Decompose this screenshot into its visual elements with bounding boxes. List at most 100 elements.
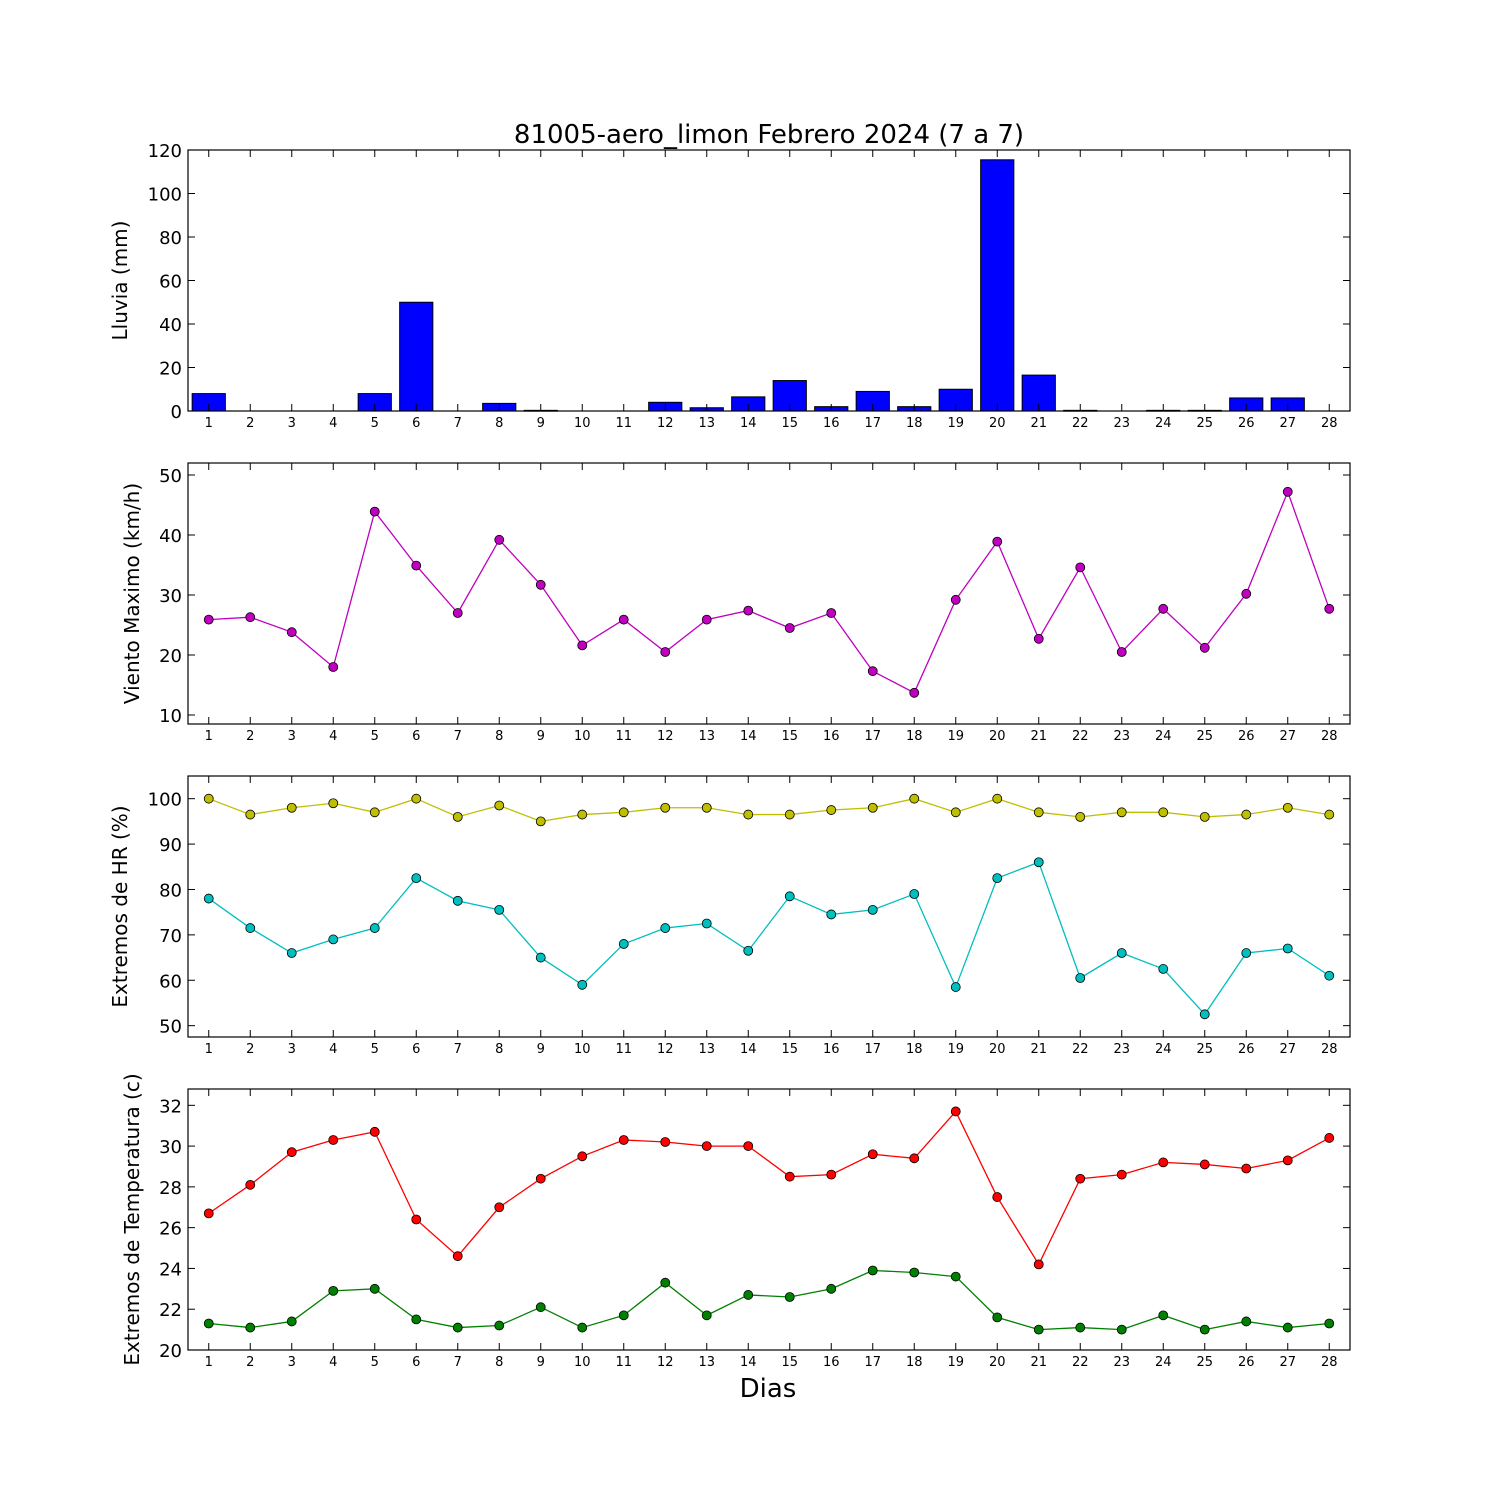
humidity-series-1-point-22 [1075, 811, 1086, 822]
wind-series-1-line [208, 489, 1330, 694]
plot-frame [187, 775, 1351, 1038]
y-axis-label: Extremos de Temperatura (c) [120, 1073, 144, 1365]
humidity-series-2-point-12 [660, 923, 671, 933]
temperature-series-2-point-16 [826, 1283, 837, 1294]
humidity-series-2-point-19 [950, 982, 961, 992]
temperature-series-2-point-9 [535, 1302, 546, 1313]
x-tick-label: 2 [246, 729, 254, 744]
wind-series-1-point-20 [992, 536, 1003, 547]
humidity-series-2-point-5 [369, 923, 380, 933]
temperature-series-2-point-12 [660, 1277, 671, 1288]
humidity-series-1-point-17 [867, 802, 878, 813]
y-axis-label: Viento Maximo (km/h) [120, 483, 144, 704]
y-tick-label: 24 [159, 1259, 182, 1280]
wind-series-1-point-7 [452, 608, 463, 618]
x-tick-label: 24 [1155, 1355, 1172, 1370]
y-tick-label: 28 [159, 1178, 182, 1199]
x-tick-label: 3 [288, 1042, 296, 1057]
x-tick-label: 11 [615, 416, 632, 431]
temperature-series-2-point-2 [245, 1322, 256, 1333]
wind-series-1-point-12 [660, 647, 671, 657]
x-tick-label: 15 [781, 1355, 798, 1370]
y-tick-label: 90 [159, 835, 182, 856]
temperature-series-2-point-8 [494, 1320, 505, 1331]
wind-series-1-point-28 [1324, 603, 1335, 614]
x-tick-label: 16 [823, 1042, 840, 1057]
wind-series-1-point-23 [1116, 647, 1127, 657]
humidity-series-1-point-6 [411, 793, 422, 804]
temperature-series-2-point-21 [1033, 1324, 1044, 1335]
x-tick-label: 24 [1155, 1042, 1172, 1057]
x-tick-label: 28 [1321, 416, 1338, 431]
temperature-series-1-point-14 [743, 1141, 754, 1151]
x-tick-label: 7 [454, 1042, 462, 1057]
humidity-series-2-point-15 [784, 891, 795, 902]
humidity-series-2-point-22 [1075, 973, 1086, 983]
x-tick-label: 27 [1279, 416, 1296, 431]
humidity-series-1-point-26 [1241, 809, 1252, 820]
wind-series-1-point-21 [1033, 633, 1044, 644]
temperature-series-2-point-18 [909, 1267, 920, 1278]
wind-series-1-point-1 [203, 614, 214, 625]
temperature-series-1-point-20 [992, 1192, 1003, 1202]
x-tick-label: 22 [1072, 1042, 1089, 1057]
humidity-series-1-point-7 [452, 811, 463, 822]
x-tick-label: 23 [1113, 416, 1130, 431]
x-tick-label: 21 [1030, 416, 1047, 431]
x-tick-label: 15 [781, 416, 798, 431]
temperature-series-2-line [208, 1269, 1330, 1331]
y-tick-label: 60 [159, 971, 182, 992]
humidity-series-2-point-27 [1282, 943, 1293, 954]
wind-series-1-point-9 [535, 579, 546, 590]
temperature-series-1-point-23 [1116, 1169, 1127, 1180]
x-tick-label: 10 [574, 1042, 591, 1057]
x-tick-label: 18 [906, 416, 923, 431]
wind-series-1-point-16 [826, 608, 837, 618]
x-tick-label: 5 [371, 1355, 379, 1370]
humidity-series-2-line [208, 861, 1330, 1016]
humidity-series-2-point-28 [1324, 970, 1335, 981]
x-tick-label: 17 [864, 1355, 881, 1370]
temperature-series-1-point-11 [618, 1135, 629, 1145]
humidity-series-2-point-9 [535, 952, 546, 963]
humidity-series-1-point-10 [577, 809, 588, 820]
humidity-series-2-point-24 [1158, 964, 1169, 974]
temperature-series-2-point-11 [618, 1310, 629, 1321]
temperature-series-1-point-26 [1241, 1163, 1252, 1174]
humidity-series-2-point-26 [1241, 948, 1252, 958]
humidity-series-1-point-27 [1282, 802, 1293, 813]
wind-series-1-point-8 [494, 534, 505, 545]
bar-day-20 [980, 159, 1015, 412]
temperature-series-1-point-28 [1324, 1133, 1335, 1143]
x-tick-label: 6 [412, 1355, 420, 1370]
wind-series-1-point-11 [618, 614, 629, 625]
humidity-series-1-point-21 [1033, 807, 1044, 818]
temperature-series-2-point-17 [867, 1265, 878, 1276]
humidity-series-1-point-24 [1158, 807, 1169, 818]
humidity-series-1-point-4 [328, 798, 339, 809]
temperature-series-2-point-28 [1324, 1318, 1335, 1329]
temperature-series-2-point-7 [452, 1322, 463, 1333]
x-tick-label: 9 [537, 1042, 545, 1057]
temperature-series-2-point-14 [743, 1290, 754, 1300]
x-tick-label: 3 [288, 1355, 296, 1370]
humidity-series-1-point-16 [826, 805, 837, 815]
humidity-series-1-point-18 [909, 793, 920, 804]
x-tick-label: 11 [615, 729, 632, 744]
temperature-series-1-point-2 [245, 1179, 256, 1190]
wind-series-1-point-18 [909, 687, 920, 698]
wind-series-1-point-5 [369, 506, 380, 517]
temperature-series-1-point-9 [535, 1173, 546, 1184]
humidity-series-1-point-5 [369, 807, 380, 818]
x-tick-label: 19 [947, 1042, 964, 1057]
wind-series-1-point-19 [950, 594, 961, 605]
humidity-series-1-point-13 [701, 802, 712, 813]
x-tick-label: 13 [698, 1042, 715, 1057]
y-axis-label: Lluvia (mm) [108, 221, 132, 341]
x-tick-label: 21 [1030, 729, 1047, 744]
y-tick-label: 80 [159, 228, 182, 249]
y-axis-label: Extremos de HR (%) [108, 805, 132, 1007]
humidity-series-2-point-14 [743, 945, 754, 956]
y-tick-label: 70 [159, 926, 182, 947]
